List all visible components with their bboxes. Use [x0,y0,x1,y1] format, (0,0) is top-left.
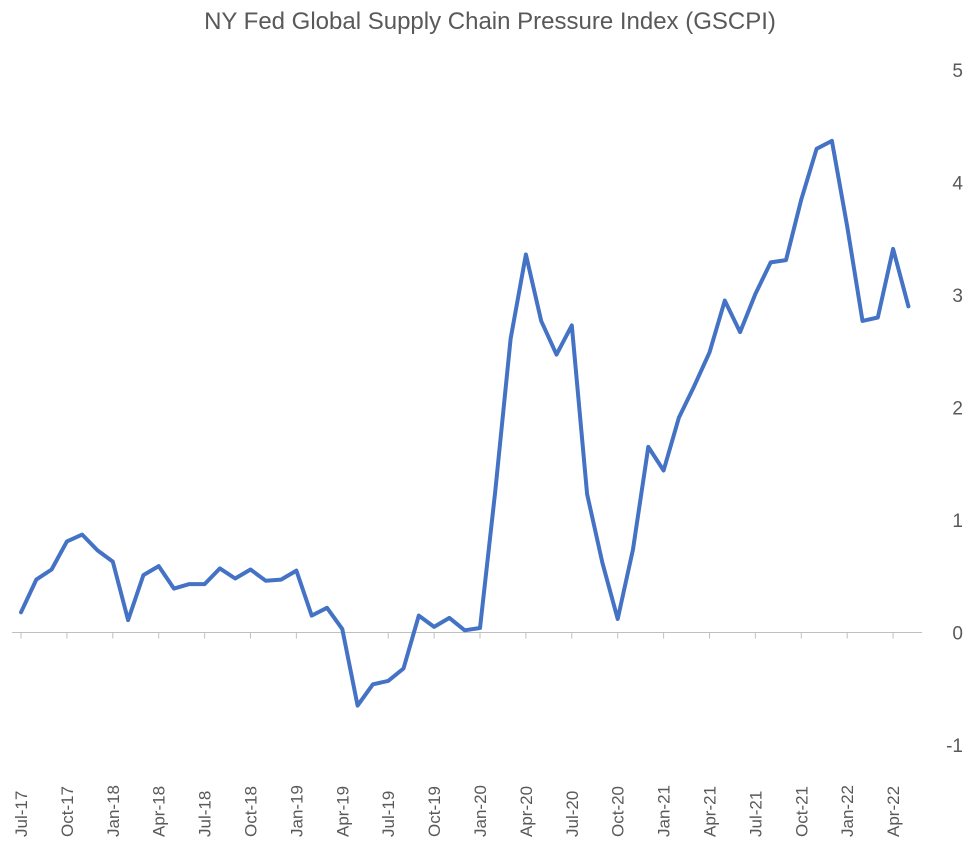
data-point [600,561,604,565]
y-tick-label: -1 [946,736,963,757]
x-tick-label: Oct-18 [242,786,261,837]
x-tick-label: Jul-21 [746,791,765,837]
x-tick-label: Apr-20 [517,786,536,837]
data-point [34,578,38,582]
data-point [677,416,681,420]
x-tick-label: Apr-21 [701,786,720,837]
data-point [371,682,375,686]
data-point [769,260,773,264]
data-point [187,582,191,586]
data-point [845,224,849,228]
data-point [417,614,421,618]
x-tick-label: Jul-17 [12,791,31,837]
x-tick-label: Jan-21 [655,785,674,837]
data-point [616,617,620,621]
data-point [662,469,666,473]
data-point [447,616,451,620]
data-point [65,539,69,543]
x-tick-label: Jan-19 [287,785,306,837]
data-point [861,319,865,323]
data-point [264,579,268,583]
x-tick-label: Oct-21 [792,786,811,837]
data-point [723,299,727,303]
data-point [555,353,559,357]
y-tick-label: 0 [952,624,963,645]
data-point [830,139,834,143]
data-point [356,704,360,708]
data-point [585,492,589,496]
data-point [815,147,819,151]
data-point [126,618,130,622]
data-point [692,384,696,388]
data-point [249,568,253,572]
y-tick-label: 1 [952,511,963,532]
data-point [279,578,283,582]
x-tick-label: Jul-19 [379,791,398,837]
data-point [738,330,742,334]
y-tick-label: 5 [952,61,963,82]
data-point [50,568,54,572]
data-point [708,350,712,354]
x-tick-label: Apr-18 [150,786,169,837]
y-tick-label: 4 [952,174,963,195]
data-point [493,489,497,493]
data-point [753,292,757,296]
x-tick-label: Apr-22 [884,786,903,837]
data-point [294,569,298,573]
x-tick-label: Jan-18 [104,785,123,837]
data-point [218,566,222,570]
x-tick-label: Oct-19 [425,786,444,837]
data-point [463,628,467,632]
data-point [111,560,115,564]
chart-title: NY Fed Global Supply Chain Pressure Inde… [204,8,776,35]
data-point [539,319,543,323]
x-tick-label: Jan-22 [838,785,857,837]
data-point [203,582,207,586]
data-point [906,304,910,308]
data-point [172,587,176,591]
data-point [233,577,237,581]
y-tick-label: 3 [952,286,963,307]
data-point [19,610,23,614]
data-point [784,258,788,262]
data-point [141,573,145,577]
data-point [876,316,880,320]
data-point [325,606,329,610]
data-point [157,564,161,568]
data-point [799,197,803,201]
data-point [570,323,574,327]
gscpi-series-line [19,138,911,708]
data-point [80,533,84,537]
data-point [402,667,406,671]
data-point [386,679,390,683]
data-point [631,547,635,551]
x-tick-label: Jul-18 [196,791,215,837]
x-tick-label: Jul-20 [563,791,582,837]
x-tick-label: Jan-20 [471,785,490,837]
data-point [432,625,436,629]
data-point [310,614,314,618]
data-point [524,253,528,257]
x-tick-label: Apr-19 [333,786,352,837]
data-point [646,445,650,449]
x-tick-label: Oct-20 [609,786,628,837]
data-point [891,247,895,251]
data-point [478,626,482,630]
y-tick-label: 2 [952,399,963,420]
data-point [340,627,344,631]
data-point [509,337,513,341]
x-tick-label: Oct-17 [58,786,77,837]
data-point [96,548,100,552]
